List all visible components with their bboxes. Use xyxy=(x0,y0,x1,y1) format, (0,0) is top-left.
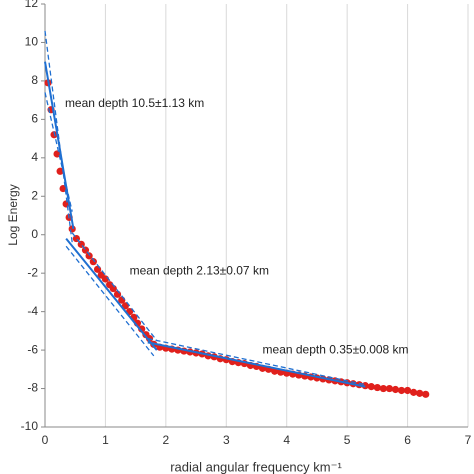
annotation: mean depth 0.35±0.008 km xyxy=(263,342,409,356)
y-tick-label: 4 xyxy=(31,150,38,164)
fit-line xyxy=(65,245,155,357)
annotation: mean depth 10.5±1.13 km xyxy=(65,96,204,110)
y-tick-label: -8 xyxy=(27,381,38,395)
x-tick-label: 5 xyxy=(344,433,351,447)
x-tick-label: 7 xyxy=(465,433,472,447)
point xyxy=(403,386,412,395)
x-tick-label: 4 xyxy=(283,433,290,447)
fit-line xyxy=(147,337,366,386)
point xyxy=(367,383,375,391)
x-tick-label: 2 xyxy=(163,433,170,447)
fit-line xyxy=(65,237,158,351)
x-tick-label: 0 xyxy=(42,433,49,447)
point xyxy=(373,383,381,392)
x-axis-label: radial angular frequency km⁻¹ xyxy=(170,459,342,474)
y-tick-label: 6 xyxy=(31,112,38,126)
fit-line xyxy=(71,232,158,341)
point xyxy=(410,388,418,396)
x-tick-label: 1 xyxy=(102,433,109,447)
fit-line xyxy=(44,30,73,243)
y-tick-label: 8 xyxy=(31,73,38,87)
point xyxy=(391,385,400,394)
y-tick-label: 10 xyxy=(25,35,39,49)
annotation: mean depth 2.13±0.07 km xyxy=(130,263,269,277)
point xyxy=(416,389,424,397)
y-tick-label: -10 xyxy=(21,419,39,433)
y-tick-label: -6 xyxy=(27,342,38,356)
y-tick-label: -2 xyxy=(27,265,38,279)
x-tick-label: 3 xyxy=(223,433,230,447)
point xyxy=(385,384,394,393)
point xyxy=(379,384,387,393)
y-tick-label: 12 xyxy=(25,0,39,10)
y-tick-label: 0 xyxy=(31,227,38,241)
fit-line xyxy=(147,341,366,388)
y-tick-label: -4 xyxy=(27,304,38,318)
fit-line xyxy=(44,92,73,212)
x-tick-label: 6 xyxy=(404,433,411,447)
y-tick-label: 2 xyxy=(31,188,38,202)
y-axis-label: Log Energy xyxy=(6,184,20,245)
point xyxy=(89,258,97,266)
point xyxy=(85,252,93,260)
point xyxy=(422,390,430,398)
point xyxy=(113,290,122,298)
point xyxy=(397,386,406,395)
point xyxy=(56,167,64,175)
